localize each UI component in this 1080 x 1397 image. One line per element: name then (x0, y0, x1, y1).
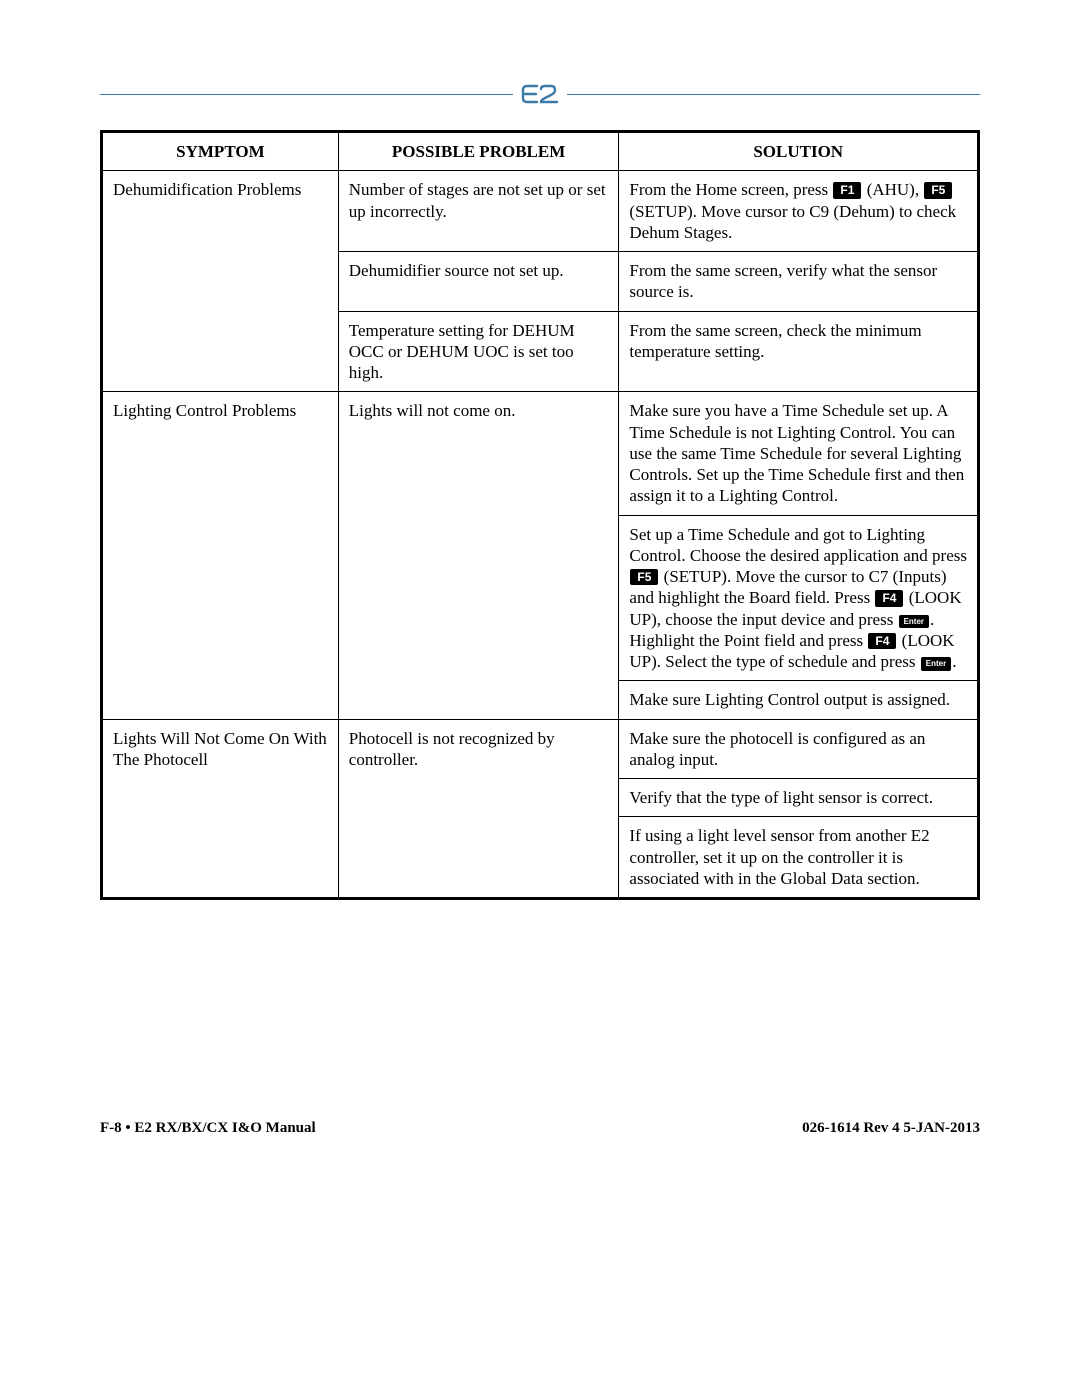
table-row: Lights Will Not Come On With The Photoce… (102, 719, 979, 779)
table-header-row: SYMPTOM POSSIBLE PROBLEM SOLUTION (102, 132, 979, 171)
solution-cell: From the same screen, verify what the se… (619, 252, 979, 312)
page: SYMPTOM POSSIBLE PROBLEM SOLUTION Dehumi… (0, 0, 1080, 1177)
problem-cell: Photocell is not recognized by controlle… (338, 719, 619, 899)
footer-left: F-8 • E2 RX/BX/CX I&O Manual (100, 1120, 316, 1137)
symptom-cell: Dehumidification Problems (102, 171, 339, 392)
header-logo (513, 80, 567, 108)
col-header-symptom: SYMPTOM (102, 132, 339, 171)
key-icon: F1 (833, 182, 861, 198)
table-body: Dehumidification ProblemsNumber of stage… (102, 171, 979, 899)
problem-cell: Number of stages are not set up or set u… (338, 171, 619, 252)
page-footer: F-8 • E2 RX/BX/CX I&O Manual 026-1614 Re… (100, 1120, 980, 1137)
col-header-problem: POSSIBLE PROBLEM (338, 132, 619, 171)
solution-cell: Make sure you have a Time Schedule set u… (619, 392, 979, 515)
solution-cell: Verify that the type of light sensor is … (619, 779, 979, 817)
table-row: Lighting Control ProblemsLights will not… (102, 392, 979, 515)
key-icon: Enter (899, 615, 929, 629)
key-icon: F4 (875, 590, 903, 606)
key-icon: Enter (921, 657, 951, 671)
problem-cell: Lights will not come on. (338, 392, 619, 719)
key-icon: F4 (868, 633, 896, 649)
solution-cell: From the same screen, check the minimum … (619, 311, 979, 392)
key-icon: F5 (630, 569, 658, 585)
col-header-solution: SOLUTION (619, 132, 979, 171)
problem-cell: Temperature setting for DEHUM OCC or DEH… (338, 311, 619, 392)
solution-cell: From the Home screen, press F1 (AHU), F5… (619, 171, 979, 252)
solution-cell: If using a light level sensor from anoth… (619, 817, 979, 899)
problem-cell: Dehumidifier source not set up. (338, 252, 619, 312)
solution-cell: Make sure the photocell is configured as… (619, 719, 979, 779)
table-row: Dehumidification ProblemsNumber of stage… (102, 171, 979, 252)
solution-cell: Make sure Lighting Control output is ass… (619, 681, 979, 719)
solution-cell: Set up a Time Schedule and got to Lighti… (619, 515, 979, 681)
symptom-cell: Lights Will Not Come On With The Photoce… (102, 719, 339, 899)
header-rule (100, 80, 980, 110)
key-icon: F5 (924, 182, 952, 198)
footer-right: 026-1614 Rev 4 5-JAN-2013 (802, 1120, 980, 1137)
troubleshooting-table: SYMPTOM POSSIBLE PROBLEM SOLUTION Dehumi… (100, 130, 980, 900)
symptom-cell: Lighting Control Problems (102, 392, 339, 719)
